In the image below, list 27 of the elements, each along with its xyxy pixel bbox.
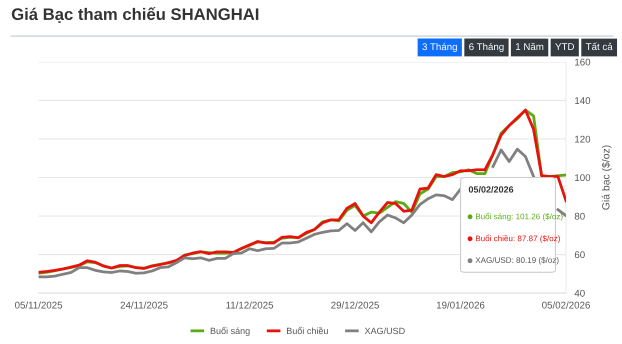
- annotation: Buổi sáng: 101.26 ($/oz): [476, 212, 563, 221]
- y-tick-label: 120: [575, 136, 590, 143]
- annotation: Buổi chiều: 87.87 ($/oz): [476, 234, 560, 243]
- chart-title: Giá Bạc tham chiếu SHANGHAI: [12, 7, 258, 23]
- text: Tất cả: [586, 42, 613, 50]
- legend-label: Buổi chiều: [287, 326, 328, 334]
- y-tick-label: 140: [575, 97, 590, 104]
- y-tick-label: 80: [574, 212, 585, 220]
- y-axis-title: Giá bạc ($/oz): [602, 145, 612, 210]
- x-tick-label: 11/12/2025: [226, 301, 274, 309]
- legend-label: Buổi sáng: [210, 326, 250, 336]
- text: 3 Tháng: [422, 42, 457, 52]
- y-tick-label: 160: [575, 58, 590, 66]
- text: YTD: [555, 43, 574, 50]
- x-tick-label: 24/11/2025: [120, 301, 168, 309]
- annotation: 05/02/2026: [468, 186, 514, 193]
- y-tick-label: 100: [575, 174, 590, 182]
- legend-label: XAG/USD: [364, 327, 405, 334]
- text: 6 Tháng: [469, 42, 504, 52]
- x-tick-label: 05/02/2026: [542, 301, 590, 309]
- x-tick-label: 05/11/2025: [14, 301, 62, 309]
- annotation: XAG/USD: 80.19 ($/oz): [475, 256, 559, 265]
- x-tick-label: 29/12/2025: [331, 301, 379, 309]
- text: 1 Năm: [516, 42, 544, 50]
- y-tick-label: 60: [574, 251, 585, 258]
- x-tick-label: 19/01/2026: [436, 301, 484, 309]
- y-tick-label: 40: [574, 290, 585, 297]
